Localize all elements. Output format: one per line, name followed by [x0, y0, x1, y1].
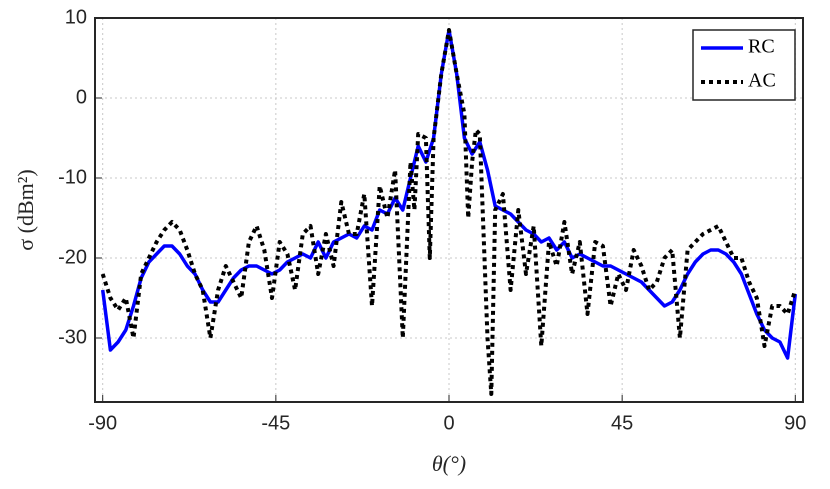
x-tick-label: -45	[261, 412, 290, 434]
legend-label: RC	[748, 36, 775, 58]
y-tick-label: -30	[58, 326, 87, 348]
x-axis-label: θ(°)	[432, 451, 466, 476]
plot-frame	[94, 17, 804, 403]
y-axis-label: σ (dBm²)	[13, 169, 38, 250]
x-tick-label: -90	[88, 412, 117, 434]
y-tick-label: -20	[58, 246, 87, 268]
legend-label: AC	[748, 70, 776, 92]
x-tick-label: 90	[784, 412, 806, 434]
x-tick-label: 45	[611, 412, 633, 434]
y-tick-label: 10	[65, 6, 87, 28]
line-series	[100, 28, 798, 396]
y-tick-label: 0	[76, 86, 87, 108]
x-tick-label: 0	[443, 412, 454, 434]
y-tick-label: -10	[58, 166, 87, 188]
legend-box	[692, 29, 796, 101]
